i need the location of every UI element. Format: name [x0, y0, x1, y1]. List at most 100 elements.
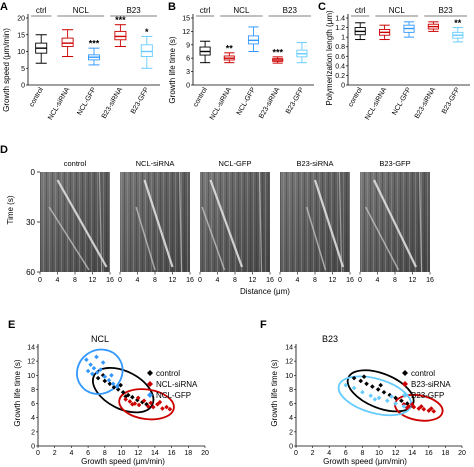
x-tick-label: 0 — [198, 277, 202, 284]
legend-marker — [147, 370, 153, 376]
kymograph-label: NCL-GFP — [219, 159, 252, 168]
panel-e-title: NCL — [91, 334, 109, 344]
data-point — [102, 378, 108, 384]
panel-d: D Time (s) Distance (μm) 0 30 60 control 0 4 8… — [0, 144, 434, 296]
data-point — [88, 362, 93, 367]
legend-label: B23-siRNA — [411, 380, 451, 389]
y-tick-label: 15 — [182, 16, 190, 23]
growth-streak — [48, 206, 90, 271]
y-tick-label: 0.4 — [335, 63, 345, 70]
group-label: NCL — [233, 6, 250, 15]
panel-letter-c: C — [318, 1, 326, 13]
box-iqr — [114, 30, 127, 41]
data-point — [132, 401, 138, 406]
x-tick-label: 0 — [358, 277, 362, 284]
data-point — [110, 381, 116, 387]
y-tick-label: 6 — [186, 56, 190, 63]
data-point — [84, 357, 89, 363]
growth-streak — [305, 206, 327, 271]
y-tick-label: 8 — [289, 387, 293, 394]
x-tick-label: 14 — [408, 450, 416, 457]
x-tick-label: 10 — [118, 450, 126, 457]
group-label: ctrl — [200, 6, 211, 15]
category-label: B23-siRNA — [414, 86, 438, 120]
data-point — [428, 406, 434, 411]
y-tick-label: 12 — [285, 359, 293, 366]
x-tick-label: 16 — [425, 450, 433, 457]
y-tick-label: 14 — [285, 345, 293, 352]
panel-b-ylabel: Growth life time (s) — [168, 36, 177, 103]
data-point — [351, 375, 357, 381]
x-tick-label: 8 — [233, 277, 237, 284]
data-point — [100, 372, 106, 378]
x-tick-label: 4 — [69, 450, 73, 457]
x-tick-label: 4 — [296, 277, 300, 284]
growth-streak — [201, 206, 226, 271]
group-label: B23 — [283, 6, 298, 15]
x-tick-label: 12 — [249, 277, 257, 284]
x-tick-label: 12 — [392, 450, 400, 457]
x-tick-label: 8 — [393, 277, 397, 284]
category-label: NCL-siRNA — [47, 86, 71, 121]
confidence-ellipse — [92, 366, 155, 414]
y-tick-label: 6 — [289, 401, 293, 408]
y-tick-label: 10 — [27, 373, 35, 380]
data-point — [123, 397, 128, 402]
static-streak — [98, 171, 103, 273]
category-label: NCL-GFP — [76, 86, 98, 116]
category-label: NCL-siRNA — [209, 86, 233, 121]
category-label: NCL-siRNA — [364, 86, 388, 121]
data-point — [401, 404, 407, 409]
data-point — [364, 381, 369, 387]
y-tick-label: 14 — [27, 345, 35, 352]
data-point — [106, 377, 112, 383]
significance-stars: *** — [115, 15, 126, 25]
significance-stars: * — [145, 27, 149, 37]
y-tick-label: 2 — [289, 429, 293, 436]
data-point — [404, 405, 410, 411]
legend-label: NCL-GFP — [156, 391, 191, 400]
static-streak — [338, 171, 343, 273]
category-label: B23-siRNA — [258, 86, 282, 120]
panel-e-ylabel: Growth life time (s) — [13, 359, 22, 426]
y-tick-label: 3 — [186, 69, 190, 76]
x-tick-label: 20 — [458, 450, 466, 457]
x-tick-label: 12 — [134, 450, 142, 457]
legend-marker — [402, 370, 408, 376]
group-label: B23 — [126, 6, 141, 15]
data-point — [157, 399, 163, 405]
x-tick-label: 0 — [38, 277, 42, 284]
data-point — [393, 395, 398, 401]
y-tick-label: 0 — [289, 444, 293, 451]
data-point — [102, 374, 108, 379]
x-tick-label: 12 — [329, 277, 337, 284]
confidence-ellipse — [118, 388, 175, 421]
x-tick-label: 2 — [53, 450, 57, 457]
data-point — [370, 384, 375, 389]
group-label: B23 — [438, 6, 453, 15]
significance-stars: ** — [226, 43, 234, 53]
significance-stars: ** — [454, 18, 462, 28]
group-label: ctrl — [355, 6, 366, 15]
data-point — [360, 389, 365, 395]
x-tick-label: 16 — [346, 277, 354, 284]
x-tick-label: 8 — [103, 450, 107, 457]
kymograph-texture — [200, 172, 270, 272]
legend-label: B23-GFP — [411, 391, 444, 400]
y-tick-label: 10 — [285, 373, 293, 380]
legend-label: control — [156, 369, 180, 378]
x-tick-label: 4 — [376, 277, 380, 284]
category-label: B23-GFP — [441, 86, 462, 115]
x-tick-label: 16 — [266, 277, 274, 284]
data-point — [419, 404, 424, 409]
data-point — [111, 385, 117, 390]
group-label: NCL — [389, 6, 406, 15]
data-point — [399, 398, 404, 404]
data-point — [385, 398, 390, 404]
y-tick-label: 0 — [341, 83, 345, 90]
static-streak — [418, 171, 423, 273]
kymograph-label: control — [64, 159, 87, 168]
panel-b: B Growth life time (s) 0 3 6 9 12 15 ctrl NCL B2… — [168, 1, 314, 121]
legend-label: NCL-siRNA — [156, 380, 198, 389]
